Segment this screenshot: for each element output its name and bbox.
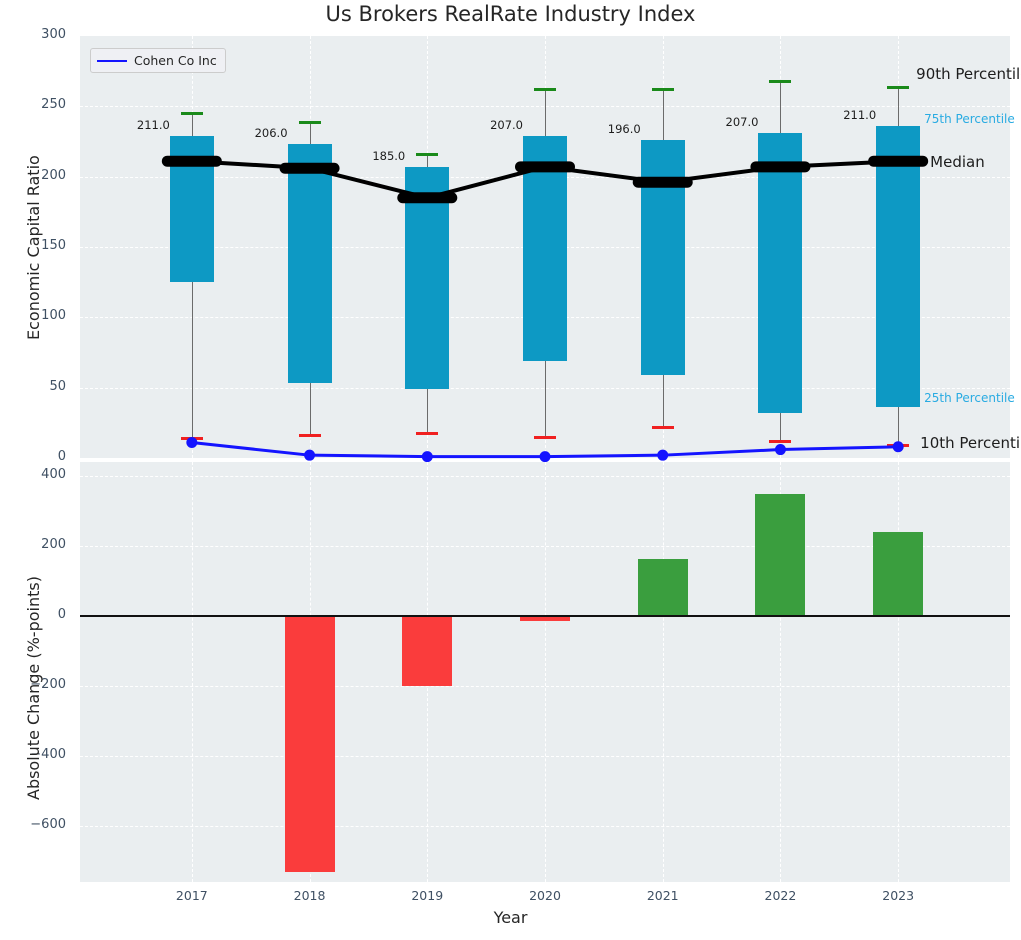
- interquartile-box: [640, 140, 685, 375]
- median-label-2018: 206.0: [254, 126, 288, 141]
- p10-cap: [416, 431, 439, 435]
- x-tick-2023: 2023: [882, 888, 915, 903]
- p90-cap: [651, 88, 674, 92]
- gridline: [191, 462, 193, 882]
- interquartile-box: [169, 135, 214, 283]
- p10-cap: [298, 434, 321, 438]
- change-bar-2019: [402, 616, 453, 686]
- gridline: [898, 462, 900, 882]
- chart-legend[interactable]: Cohen Co Inc: [90, 48, 226, 73]
- annotation-10th-percentile: 10th Percentile: [920, 434, 1021, 453]
- median-label-2021: 196.0: [607, 122, 641, 137]
- p10-cap: [651, 426, 674, 430]
- annotation-25th-percentile: 25th Percentile: [924, 391, 1015, 406]
- x-tick-2019: 2019: [411, 888, 444, 903]
- median-label-2017: 211.0: [136, 117, 170, 132]
- p90-cap: [534, 88, 556, 92]
- median-label-2022: 207.0: [725, 115, 759, 130]
- x-tick-2017: 2017: [175, 888, 208, 903]
- top-y-tick-150: 150: [41, 238, 66, 253]
- p90-cap: [769, 80, 792, 83]
- legend-label-cohen-co-inc: Cohen Co Inc: [134, 53, 217, 68]
- bottom-y-axis-label: Absolute Change (%-points): [24, 576, 43, 800]
- p10-cap: [534, 435, 556, 439]
- bottom-y-tick--600: −600: [30, 817, 66, 832]
- interquartile-box: [287, 144, 332, 384]
- interquartile-box: [405, 166, 450, 390]
- p10-cap: [180, 437, 203, 441]
- x-tick-2020: 2020: [529, 888, 561, 903]
- annotation-75th-percentile: 75th Percentile: [924, 112, 1015, 127]
- bottom-y-tick-200: 200: [41, 537, 66, 552]
- gridline: [80, 686, 1010, 687]
- change-bar-2018: [284, 616, 335, 872]
- top-y-tick-200: 200: [41, 167, 66, 183]
- bottom-y-tick--400: −400: [30, 747, 66, 762]
- top-y-tick-0: 0: [57, 449, 66, 464]
- legend-line-icon: [97, 59, 127, 62]
- x-axis-label: Year: [493, 908, 528, 927]
- top-y-tick-300: 300: [41, 27, 66, 42]
- absolute-change-plot-area: [80, 462, 1010, 882]
- x-tick-2018: 2018: [293, 888, 326, 903]
- bottom-y-tick-0: 0: [57, 607, 66, 622]
- median-label-2023: 211.0: [843, 108, 877, 123]
- gridline: [780, 462, 782, 882]
- p90-cap: [416, 153, 439, 157]
- zero-baseline: [80, 615, 1010, 617]
- gridline: [80, 756, 1010, 757]
- interquartile-box: [523, 135, 567, 361]
- change-bar-2023: [873, 532, 924, 616]
- median-label-2019: 185.0: [372, 148, 406, 163]
- p10-cap: [769, 440, 792, 444]
- bottom-y-tick-400: 400: [41, 467, 66, 482]
- gridline: [80, 546, 1010, 547]
- change-bar-2020: [520, 616, 570, 622]
- change-bar-2022: [755, 493, 806, 616]
- annotation-median: Median: [930, 153, 985, 172]
- top-y-tick-250: 250: [41, 97, 66, 113]
- annotation-90th-percentile: 90th Percentile: [916, 64, 1021, 83]
- interquartile-box: [876, 126, 921, 408]
- top-y-tick-50: 50: [49, 378, 66, 394]
- x-tick-2022: 2022: [764, 888, 797, 903]
- gridline: [80, 476, 1010, 477]
- gridline: [80, 826, 1010, 827]
- x-tick-2021: 2021: [646, 888, 679, 903]
- gridline: [662, 462, 664, 882]
- change-bar-2021: [637, 558, 688, 616]
- top-y-tick-100: 100: [41, 308, 66, 324]
- p10-cap: [887, 444, 910, 448]
- chart-title: Us Brokers RealRate Industry Index: [325, 2, 696, 26]
- p90-cap: [298, 120, 321, 124]
- median-label-2020: 207.0: [490, 117, 523, 132]
- p90-cap: [180, 112, 203, 116]
- interquartile-box: [758, 133, 803, 413]
- p90-cap: [887, 85, 910, 89]
- gridline: [545, 462, 546, 882]
- bottom-y-tick--200: −200: [30, 677, 66, 692]
- top-y-axis-label: Economic Capital Ratio: [24, 155, 43, 340]
